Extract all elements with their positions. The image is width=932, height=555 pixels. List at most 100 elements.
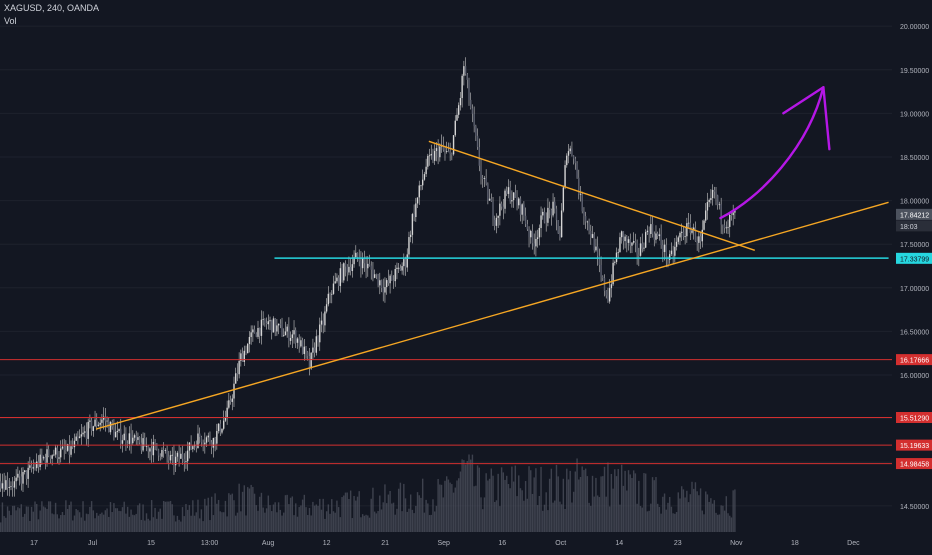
candle-body	[670, 250, 673, 255]
volume-bar	[564, 508, 566, 532]
candle-body	[648, 230, 650, 235]
candle-body	[312, 347, 314, 353]
candle-body	[320, 320, 323, 325]
candle-body	[200, 436, 203, 443]
candle-body	[174, 456, 177, 466]
volume-bar	[247, 487, 249, 532]
candle-body	[257, 328, 259, 337]
candle-body	[149, 448, 151, 452]
price-label-red	[896, 458, 932, 470]
volume-bar	[29, 520, 31, 532]
volume-bar	[542, 510, 544, 532]
candle-body	[641, 243, 643, 249]
volume-bar	[166, 501, 168, 532]
volume-bar	[622, 485, 625, 532]
volume-bar	[298, 507, 300, 532]
candle-body	[140, 442, 143, 451]
candle-body	[310, 352, 312, 369]
volume-bar	[518, 475, 520, 532]
candle-body	[125, 433, 127, 444]
candle-body	[101, 419, 103, 423]
candle-body	[674, 246, 676, 256]
candle-body	[723, 225, 726, 229]
candle-body	[703, 220, 705, 230]
candle-body	[231, 398, 233, 402]
volume-bar	[506, 475, 508, 532]
candle-body	[372, 269, 374, 278]
candle-body	[214, 437, 216, 444]
candle-body	[60, 448, 62, 458]
x-tick-label: 17	[30, 540, 38, 547]
y-tick-label: 20.00000	[900, 24, 929, 31]
volume-bar	[669, 497, 671, 532]
price-label-red	[896, 354, 932, 366]
volume-bar	[367, 515, 369, 532]
candle-body	[118, 429, 120, 431]
candle-body	[138, 437, 141, 443]
volume-indicator-label[interactable]: Vol	[4, 16, 17, 26]
candle-body	[54, 447, 57, 455]
candle-body	[482, 178, 484, 179]
forecast-arrowhead[interactable]	[782, 86, 831, 151]
candle-body	[691, 230, 693, 233]
symbol-title[interactable]: XAGUSD, 240, OANDA	[4, 3, 100, 13]
candle-body	[706, 202, 709, 211]
candle-body	[48, 449, 50, 456]
candle-body	[593, 234, 595, 251]
volume-bar	[639, 506, 642, 532]
candle-body	[317, 336, 319, 343]
volume-bar	[593, 496, 595, 532]
volume-bar	[435, 505, 438, 532]
volume-bar	[303, 494, 306, 532]
volume-bar	[111, 512, 113, 532]
candle-body	[677, 237, 679, 242]
volume-bar	[125, 513, 127, 532]
candle-body	[471, 108, 474, 114]
candle-body	[411, 214, 414, 235]
candle-body	[169, 455, 172, 461]
volume-bar	[183, 516, 185, 532]
candle-body	[612, 262, 614, 285]
volume-bar	[482, 509, 484, 532]
candle-body	[22, 471, 24, 484]
candle-body	[451, 153, 453, 155]
volume-bar	[526, 498, 529, 532]
candle-body	[454, 120, 456, 136]
candle-body	[252, 329, 254, 333]
candle-body	[300, 340, 302, 347]
volume-bar	[41, 501, 43, 532]
candle-body	[689, 222, 691, 233]
volume-bar	[444, 480, 446, 532]
candle-body	[41, 454, 43, 459]
volume-bar	[361, 514, 364, 532]
candle-body	[373, 274, 376, 278]
volume-bar	[343, 495, 345, 532]
candle-body	[363, 257, 366, 264]
volume-bar	[464, 464, 467, 532]
volume-bar	[713, 500, 715, 532]
candle-body	[631, 242, 633, 246]
candle-body	[651, 224, 654, 234]
candle-body	[13, 481, 16, 488]
candle-body	[166, 449, 168, 457]
candle-body	[485, 178, 487, 184]
descending-trendline[interactable]	[428, 140, 755, 251]
rising-trendline[interactable]	[95, 201, 889, 430]
candle-body	[394, 269, 396, 282]
candle-body	[435, 148, 438, 151]
volume-bar	[636, 503, 638, 532]
candle-body	[377, 274, 379, 286]
volume-bar	[157, 511, 160, 532]
candle-body	[644, 232, 647, 248]
volume-bar	[259, 496, 261, 532]
volume-bar	[624, 470, 626, 532]
forecast-arrow[interactable]	[719, 86, 825, 220]
candle-body	[301, 340, 304, 355]
candle-body	[120, 429, 122, 444]
candle-body	[181, 453, 184, 459]
candle-body	[567, 151, 570, 156]
volume-bar	[528, 466, 530, 532]
candle-body	[245, 350, 247, 354]
candle-body	[27, 467, 29, 479]
